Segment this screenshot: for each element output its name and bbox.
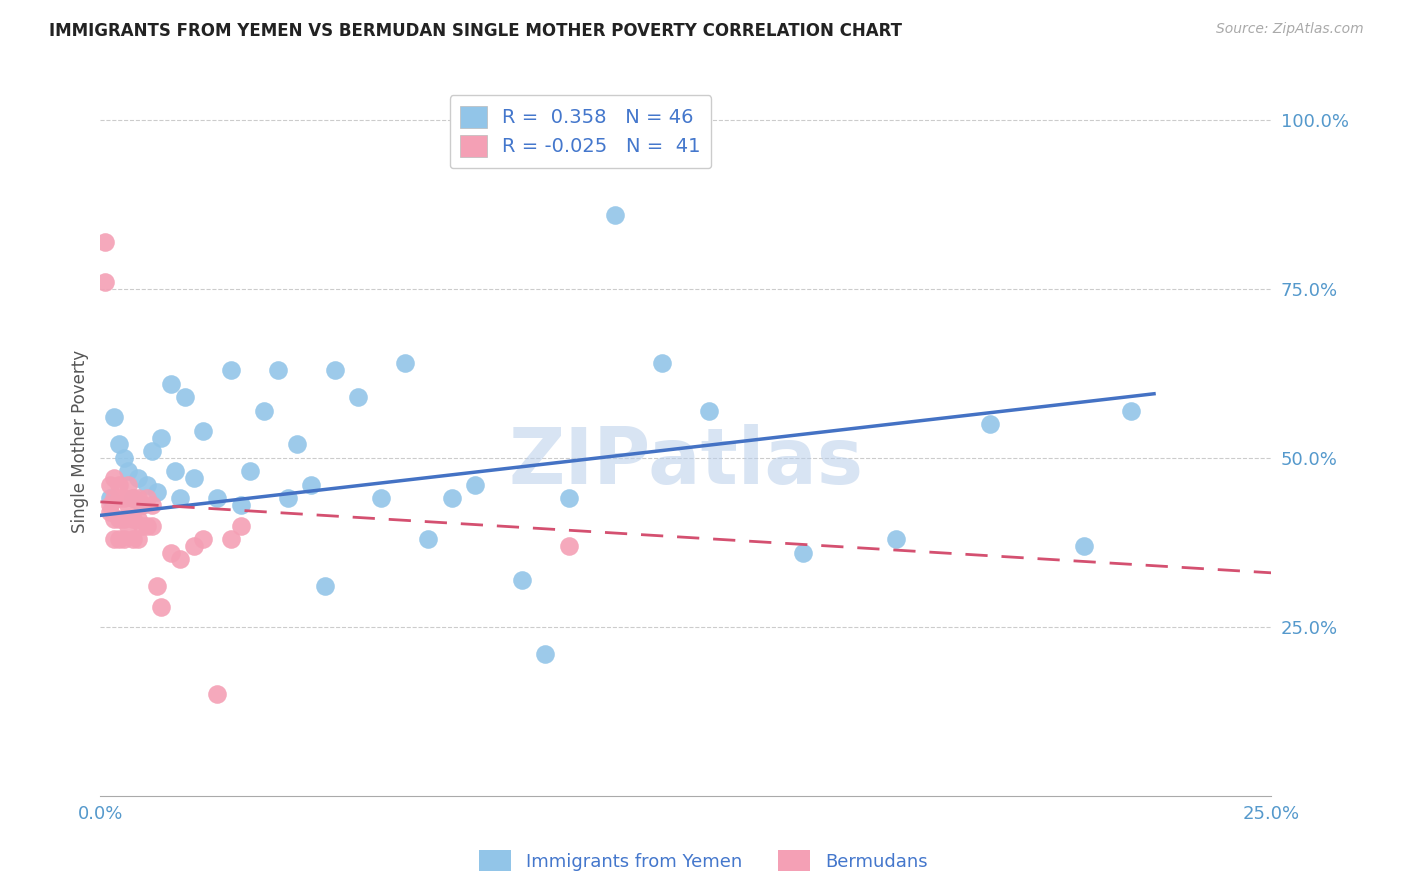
Point	[94, 275, 117, 289]
Point	[136, 518, 159, 533]
Point	[103, 410, 125, 425]
Point	[557, 491, 579, 506]
Point	[145, 484, 167, 499]
Point	[464, 478, 486, 492]
Point	[253, 403, 276, 417]
Point	[440, 491, 463, 506]
Point	[98, 498, 121, 512]
Legend: Immigrants from Yemen, Bermudans: Immigrants from Yemen, Bermudans	[471, 843, 935, 879]
Point	[165, 465, 187, 479]
Point	[103, 471, 125, 485]
Point	[112, 512, 135, 526]
Point	[127, 491, 149, 506]
Point	[229, 498, 252, 512]
Point	[122, 532, 145, 546]
Point	[792, 545, 814, 559]
Point	[98, 478, 121, 492]
Point	[108, 437, 131, 451]
Point	[141, 518, 163, 533]
Point	[122, 512, 145, 526]
Point	[1073, 539, 1095, 553]
Point	[141, 444, 163, 458]
Point	[108, 532, 131, 546]
Point	[277, 491, 299, 506]
Point	[136, 478, 159, 492]
Point	[534, 647, 557, 661]
Point	[370, 491, 392, 506]
Point	[122, 491, 145, 506]
Point	[108, 512, 131, 526]
Text: IMMIGRANTS FROM YEMEN VS BERMUDAN SINGLE MOTHER POVERTY CORRELATION CHART: IMMIGRANTS FROM YEMEN VS BERMUDAN SINGLE…	[49, 22, 903, 40]
Point	[239, 465, 262, 479]
Point	[886, 532, 908, 546]
Y-axis label: Single Mother Poverty: Single Mother Poverty	[72, 350, 89, 533]
Point	[117, 478, 139, 492]
Point	[141, 498, 163, 512]
Point	[117, 498, 139, 512]
Point	[605, 208, 627, 222]
Point	[314, 579, 336, 593]
Point	[229, 518, 252, 533]
Point	[183, 539, 205, 553]
Point	[98, 491, 121, 506]
Point	[98, 505, 121, 519]
Point	[112, 532, 135, 546]
Point	[1119, 403, 1142, 417]
Point	[159, 376, 181, 391]
Point	[285, 437, 308, 451]
Text: ZIPatlas: ZIPatlas	[508, 425, 863, 500]
Point	[510, 573, 533, 587]
Point	[557, 539, 579, 553]
Point	[108, 491, 131, 506]
Point	[394, 356, 416, 370]
Point	[347, 390, 370, 404]
Point	[323, 363, 346, 377]
Point	[193, 532, 215, 546]
Point	[697, 403, 720, 417]
Point	[131, 518, 153, 533]
Point	[103, 491, 125, 506]
Point	[103, 532, 125, 546]
Point	[112, 491, 135, 506]
Point	[193, 424, 215, 438]
Point	[94, 235, 117, 249]
Point	[979, 417, 1001, 432]
Point	[159, 545, 181, 559]
Point	[108, 478, 131, 492]
Text: Source: ZipAtlas.com: Source: ZipAtlas.com	[1216, 22, 1364, 37]
Point	[103, 512, 125, 526]
Point	[183, 471, 205, 485]
Point	[150, 599, 173, 614]
Point	[221, 532, 243, 546]
Point	[173, 390, 195, 404]
Point	[207, 687, 229, 701]
Point	[207, 491, 229, 506]
Point	[127, 512, 149, 526]
Point	[127, 532, 149, 546]
Point	[651, 356, 673, 370]
Point	[221, 363, 243, 377]
Point	[169, 491, 191, 506]
Point	[122, 491, 145, 506]
Point	[169, 552, 191, 566]
Point	[112, 450, 135, 465]
Point	[136, 491, 159, 506]
Point	[127, 471, 149, 485]
Point	[131, 498, 153, 512]
Point	[117, 465, 139, 479]
Point	[299, 478, 322, 492]
Point	[150, 431, 173, 445]
Point	[418, 532, 440, 546]
Point	[131, 498, 153, 512]
Point	[117, 518, 139, 533]
Point	[267, 363, 290, 377]
Point	[145, 579, 167, 593]
Legend: R =  0.358   N = 46, R = -0.025   N =  41: R = 0.358 N = 46, R = -0.025 N = 41	[450, 95, 711, 169]
